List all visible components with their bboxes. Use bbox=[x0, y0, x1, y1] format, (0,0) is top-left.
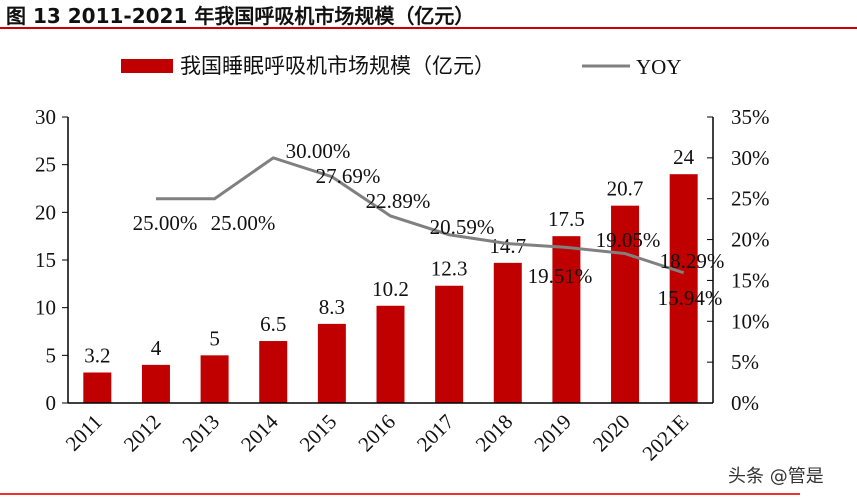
yoy-label: 15.94% bbox=[658, 286, 723, 310]
bar-label: 17.5 bbox=[548, 207, 585, 231]
yoy-label: 19.05% bbox=[596, 228, 661, 252]
bar-label: 14.7 bbox=[489, 234, 526, 258]
x-tick-label: 2012 bbox=[119, 410, 166, 457]
bar-2016 bbox=[376, 305, 405, 403]
right-tick-label: 20% bbox=[731, 228, 770, 252]
bar-label: 10.2 bbox=[372, 277, 409, 301]
yoy-label: 30.00% bbox=[286, 139, 351, 163]
yoy-line bbox=[155, 156, 685, 275]
bottom-rule bbox=[0, 493, 800, 495]
bar-2014 bbox=[259, 341, 288, 403]
right-tick-label: 30% bbox=[731, 146, 770, 170]
x-tick-label: 2020 bbox=[588, 410, 635, 457]
bar-2021E bbox=[669, 174, 698, 403]
x-tick-label: 2013 bbox=[177, 410, 224, 457]
watermark: 头条 @管是 bbox=[728, 466, 824, 487]
x-tick-label: 2018 bbox=[471, 410, 518, 457]
bar-label: 4 bbox=[151, 336, 162, 360]
x-tick-label: 2019 bbox=[529, 410, 576, 457]
left-tick-label: 5 bbox=[46, 343, 57, 367]
left-tick-label: 15 bbox=[35, 248, 56, 272]
x-tick-label: 2015 bbox=[295, 410, 342, 457]
x-tick-label: 2011 bbox=[61, 410, 107, 456]
legend-line-label: YOY bbox=[636, 55, 682, 79]
x-tick-label: 2017 bbox=[412, 410, 459, 457]
yoy-label: 18.29% bbox=[660, 249, 725, 273]
left-tick-label: 10 bbox=[35, 296, 56, 320]
left-tick-label: 30 bbox=[35, 105, 56, 129]
bar-2019 bbox=[552, 236, 581, 403]
bar-label: 24 bbox=[673, 145, 695, 169]
bar-2012 bbox=[141, 364, 170, 403]
bar-2013 bbox=[200, 355, 229, 403]
bar-label: 12.3 bbox=[431, 257, 468, 281]
bar-label: 5 bbox=[209, 326, 220, 350]
figure-title: 图 13 2011-2021 年我国呼吸机市场规模（亿元） bbox=[6, 4, 475, 28]
legend-bar-label: 我国睡眠呼吸机市场规模（亿元） bbox=[180, 54, 495, 78]
bar-label: 6.5 bbox=[260, 312, 286, 336]
yoy-label: 22.89% bbox=[366, 189, 431, 213]
right-tick-label: 0% bbox=[731, 391, 759, 415]
x-tick-label: 2014 bbox=[236, 409, 283, 456]
right-tick-label: 5% bbox=[731, 350, 759, 374]
x-tick-label: 2016 bbox=[353, 410, 400, 457]
title-rule bbox=[0, 27, 857, 29]
bar-2020 bbox=[611, 205, 640, 403]
bar-label: 3.2 bbox=[84, 343, 110, 367]
right-tick-label: 35% bbox=[731, 105, 770, 129]
yoy-label: 19.51% bbox=[528, 264, 593, 288]
left-tick-label: 25 bbox=[35, 153, 56, 177]
legend-bar-swatch bbox=[121, 59, 173, 73]
bar-label: 8.3 bbox=[319, 295, 345, 319]
bar-2015 bbox=[317, 323, 346, 403]
x-tick-label: 2021E bbox=[637, 410, 693, 466]
bar-label: 20.7 bbox=[607, 177, 644, 201]
yoy-label: 25.00% bbox=[133, 211, 198, 235]
right-tick-label: 25% bbox=[731, 187, 770, 211]
right-tick-label: 15% bbox=[731, 268, 770, 292]
yoy-label: 27.69% bbox=[316, 164, 381, 188]
yoy-label: 25.00% bbox=[211, 211, 276, 235]
right-tick-label: 10% bbox=[731, 309, 770, 333]
bar-2017 bbox=[435, 285, 464, 403]
bar-2018 bbox=[493, 262, 522, 403]
yoy-label: 20.59% bbox=[430, 215, 495, 239]
bar-2011 bbox=[83, 372, 112, 403]
left-tick-label: 20 bbox=[35, 200, 56, 224]
left-tick-label: 0 bbox=[46, 391, 57, 415]
